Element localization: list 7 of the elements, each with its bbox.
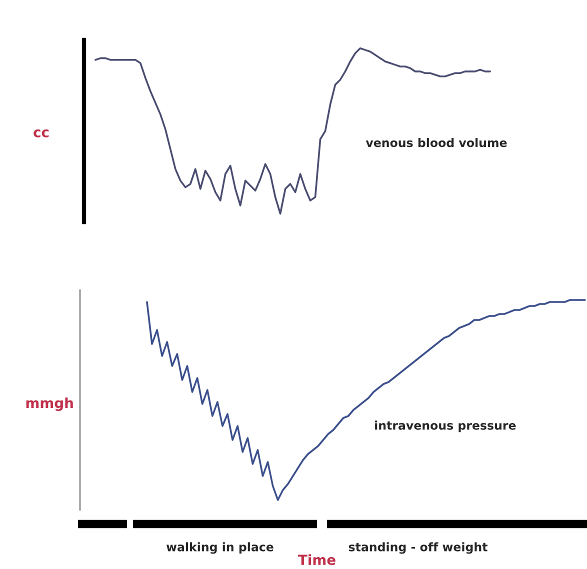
annotation: intravenous pressure [375,420,516,432]
text: walking in place [166,542,274,554]
y-axis-title: cc [34,129,49,138]
annotation: venous blood volume [366,138,507,148]
x-axis-title: Time [298,554,336,566]
text: standing - off weight [348,542,488,554]
y-axis-title: mmgh [26,397,73,411]
